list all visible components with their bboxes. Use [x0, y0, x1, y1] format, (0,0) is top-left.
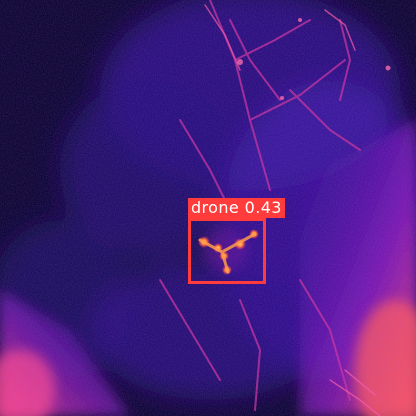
detection-label: drone 0.43 — [188, 198, 285, 218]
drone-heat-signature — [198, 228, 259, 275]
detection-class: drone — [191, 198, 240, 217]
detection-bounding-box — [188, 218, 266, 284]
detection-confidence: 0.43 — [244, 198, 282, 217]
